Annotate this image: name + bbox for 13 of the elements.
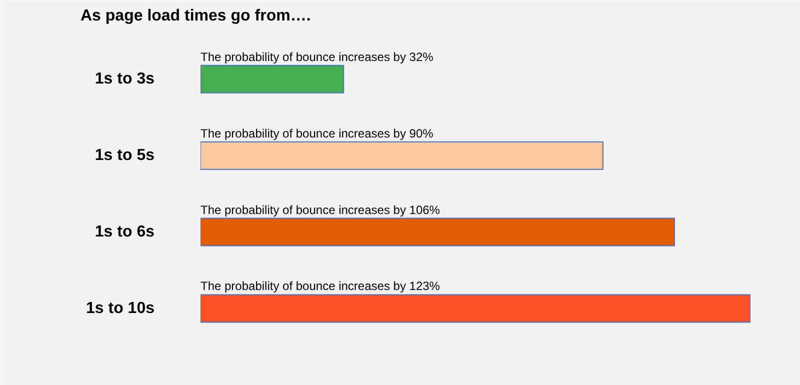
y-tick-label: 1s to 3s xyxy=(94,70,155,88)
y-tick-label: 1s to 10s xyxy=(86,300,155,317)
data-label: The probability of bounce increases by 106% xyxy=(200,202,440,217)
y-tick-label: 1s to 5s xyxy=(94,147,155,164)
y-tick-label: 1s to 6s xyxy=(94,224,155,241)
chart-title: As page load times go from…. xyxy=(80,8,311,24)
bar xyxy=(200,218,675,246)
data-label: The probability of bounce increases by 32% xyxy=(200,50,434,64)
bar xyxy=(200,294,750,323)
bar xyxy=(200,141,604,170)
bar xyxy=(200,64,344,94)
data-label: The probability of bounce increases by 123% xyxy=(200,279,440,294)
data-label: The probability of bounce increases by 90% xyxy=(200,126,434,140)
